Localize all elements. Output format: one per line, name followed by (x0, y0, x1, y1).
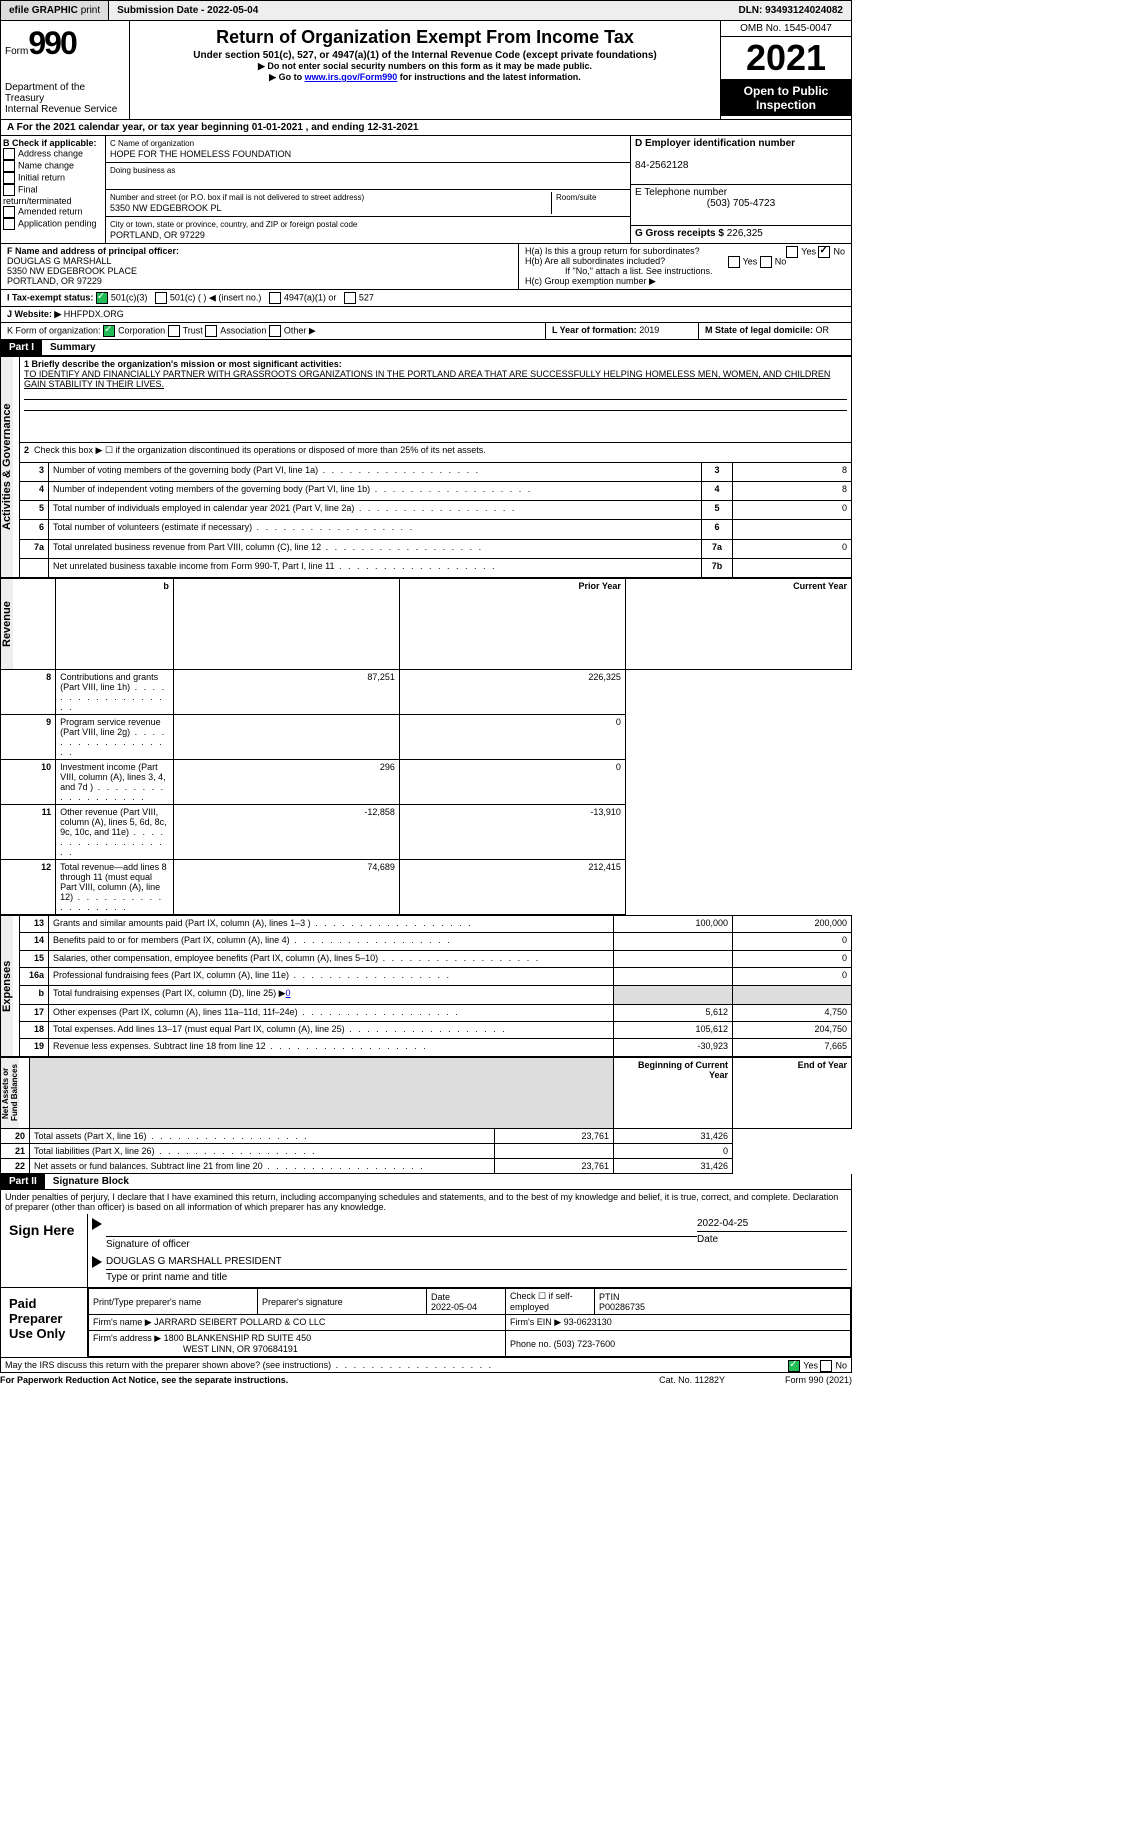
gross-receipts-label: G Gross receipts $ (635, 228, 724, 239)
officer-name: DOUGLAS G MARSHALL (7, 256, 112, 266)
part2-header: Part IISignature Block (0, 1174, 852, 1190)
dba-label: Doing business as (110, 166, 175, 175)
discuss-row: May the IRS discuss this return with the… (0, 1358, 852, 1373)
irs-label: Internal Revenue Service (5, 104, 125, 115)
note-link: ▶ Go to www.irs.gov/Form990 for instruct… (134, 72, 716, 83)
gross-receipts: 226,325 (727, 228, 763, 239)
top-toolbar: efile GRAPHIC print Submission Date - 20… (0, 0, 852, 21)
mission-text: TO IDENTIFY AND FINANCIALLY PARTNER WITH… (24, 369, 830, 389)
org-name: HOPE FOR THE HOMELESS FOUNDATION (110, 149, 291, 159)
dept-label: Department of the Treasury (5, 82, 125, 104)
form-subtitle: Under section 501(c), 527, or 4947(a)(1)… (134, 50, 716, 61)
dln: DLN: 93493124024082 (730, 1, 851, 20)
box-bcd: B Check if applicable: Address change Na… (0, 135, 852, 244)
form-header: Form990 Department of the Treasury Inter… (0, 21, 852, 119)
irs-link[interactable]: www.irs.gov/Form990 (305, 72, 398, 82)
line-a: A For the 2021 calendar year, or tax yea… (0, 119, 852, 135)
ein: 84-2562128 (635, 160, 688, 171)
revenue-table: Revenue bPrior YearCurrent Year 8Contrib… (0, 578, 852, 915)
submission-date: Submission Date - 2022-05-04 (109, 1, 266, 20)
section-j: J Website: ▶ HHFPDX.ORG (0, 307, 852, 323)
section-fh: F Name and address of principal officer:… (0, 244, 852, 290)
section-b: B Check if applicable: Address change Na… (1, 136, 106, 243)
form-number: 990 (28, 25, 75, 61)
note-ssn: ▶ Do not enter social security numbers o… (134, 61, 716, 72)
ein-label: D Employer identification number (635, 138, 795, 149)
section-klm: K Form of organization: Corporation Trus… (0, 323, 852, 340)
summary-table: Activities & Governance 1 Briefly descri… (0, 356, 852, 578)
phone: (503) 705-4723 (635, 198, 847, 209)
street-address: 5350 NW EDGEBROOK PL (110, 203, 222, 213)
tax-year: 2021 (721, 37, 851, 80)
city-state-zip: PORTLAND, OR 97229 (110, 230, 205, 240)
website: HHFPDX.ORG (64, 309, 124, 319)
penalty-statement: Under penalties of perjury, I declare th… (0, 1190, 852, 1214)
signature-block: Sign Here Signature of officer2022-04-25… (0, 1214, 852, 1288)
org-name-label: C Name of organization (110, 139, 194, 148)
form-title: Return of Organization Exempt From Incom… (134, 27, 716, 48)
form-label: Form (5, 46, 28, 57)
phone-label: E Telephone number (635, 187, 727, 198)
efile-button[interactable]: efile GRAPHIC print (1, 1, 109, 20)
expenses-table: Expenses13Grants and similar amounts pai… (0, 915, 852, 1057)
footer: For Paperwork Reduction Act Notice, see … (0, 1373, 852, 1387)
part1-header: Part ISummary (0, 340, 852, 356)
section-i: I Tax-exempt status: 501(c)(3) 501(c) ( … (0, 290, 852, 307)
paid-preparer-block: Paid Preparer Use Only Print/Type prepar… (0, 1288, 852, 1358)
omb-number: OMB No. 1545-0047 (721, 21, 851, 37)
netassets-table: Net Assets or Fund Balances Beginning of… (0, 1057, 852, 1174)
public-inspection: Open to Public Inspection (721, 80, 851, 116)
